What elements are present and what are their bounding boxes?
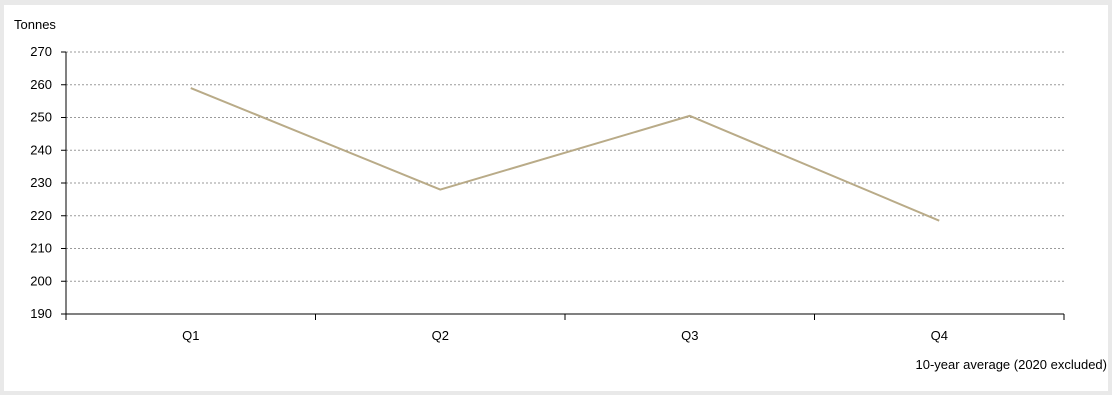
y-tick-label: 210 (30, 241, 52, 256)
y-tick-label: 260 (30, 77, 52, 92)
y-tick-label: 230 (30, 175, 52, 190)
y-tick-label: 250 (30, 110, 52, 125)
x-tick-label: Q2 (432, 328, 449, 343)
series-line (190, 87, 940, 222)
y-tick-label: 240 (30, 142, 52, 157)
y-axis-title: Tonnes (14, 17, 56, 32)
x-axis-note: 10-year average (2020 excluded) (915, 357, 1107, 372)
series (190, 87, 940, 222)
tick-labels: 190 200 210 220 230 240 250 260 270 Q1 Q2 Q3 Q4 (30, 44, 948, 343)
grid-lines (66, 51, 1064, 282)
y-tick-label: 270 (30, 44, 52, 59)
y-tick-label: 220 (30, 208, 52, 223)
x-tick-label: Q3 (681, 328, 698, 343)
x-tick-label: Q1 (182, 328, 199, 343)
y-tick-label: 200 (30, 273, 52, 288)
chart-panel (4, 5, 1108, 391)
y-tick-label: 190 (30, 306, 52, 321)
axes (61, 51, 1065, 320)
x-tick-label: Q4 (931, 328, 948, 343)
